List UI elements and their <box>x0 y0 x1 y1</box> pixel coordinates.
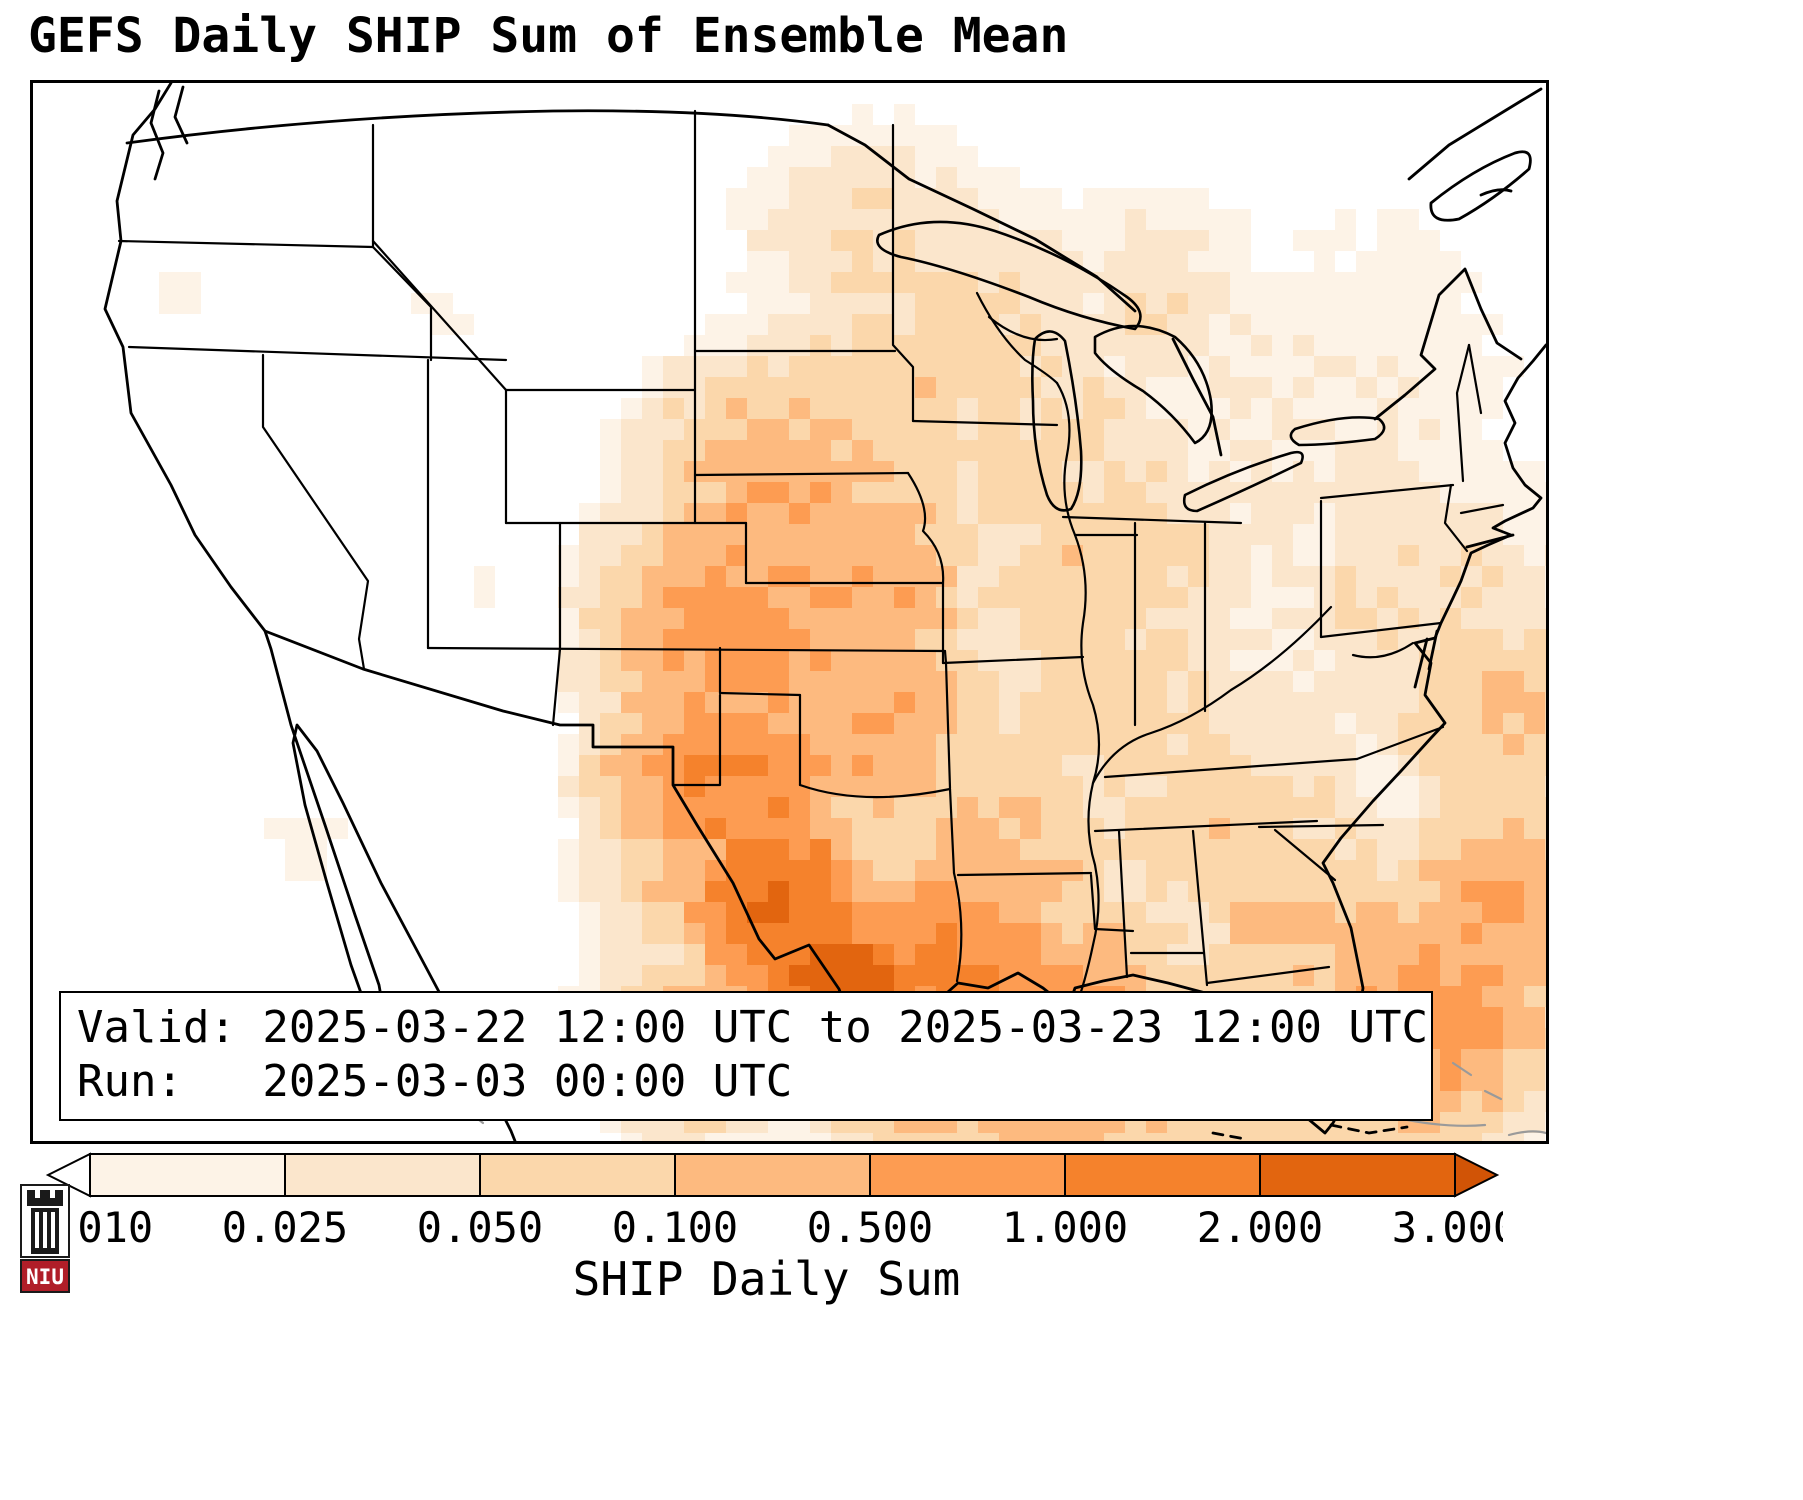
info-box: Valid: 2025-03-22 12:00 UTC to 2025-03-2… <box>59 991 1433 1121</box>
logo-text: NIU <box>26 1265 64 1289</box>
castle-battlement-icon <box>27 1190 63 1206</box>
colorbar-segment <box>1259 1153 1456 1197</box>
run-text: Run: 2025-03-03 00:00 UTC <box>77 1056 793 1107</box>
colorbar-label: SHIP Daily Sum <box>572 1252 961 1306</box>
colorbar-tick-label: 0.100 <box>612 1203 738 1250</box>
colorbar-segment <box>89 1153 286 1197</box>
colorbar-segment <box>479 1153 676 1197</box>
colorbar-tick-label: 0.500 <box>807 1203 933 1250</box>
state-borders <box>117 109 1505 1011</box>
colorbar-segment <box>284 1153 481 1197</box>
colorbar-tick-label: 2.000 <box>1197 1203 1323 1250</box>
colorbar-segment <box>674 1153 871 1197</box>
conus-map <box>103 83 1546 1141</box>
colorbar-tick-label: 0.050 <box>417 1203 543 1250</box>
ship-heat-field <box>159 104 1546 1141</box>
colorbar-tick-label: 1.000 <box>1002 1203 1128 1250</box>
valid-text: Valid: 2025-03-22 12:00 UTC to 2025-03-2… <box>77 1002 1429 1053</box>
map-panel: Valid: 2025-03-22 12:00 UTC to 2025-03-2… <box>30 80 1549 1144</box>
colorbar-over-arrow <box>1454 1152 1500 1198</box>
colorbar-segment <box>1064 1153 1261 1197</box>
colorbar-segment <box>869 1153 1066 1197</box>
colorbar-tick-label: 3.000 <box>1392 1203 1503 1250</box>
tower-window <box>43 1212 47 1248</box>
great-lakes <box>876 220 1386 513</box>
coastline <box>103 83 1546 1141</box>
colorbar-tick-label: 0.025 <box>222 1203 348 1250</box>
niu-logo: NIU <box>20 1184 70 1293</box>
page-title: GEFS Daily SHIP Sum of Ensemble Mean <box>28 8 1069 64</box>
tower-window <box>35 1212 39 1248</box>
logo-red-band <box>20 1259 70 1293</box>
tower-window <box>51 1212 55 1248</box>
